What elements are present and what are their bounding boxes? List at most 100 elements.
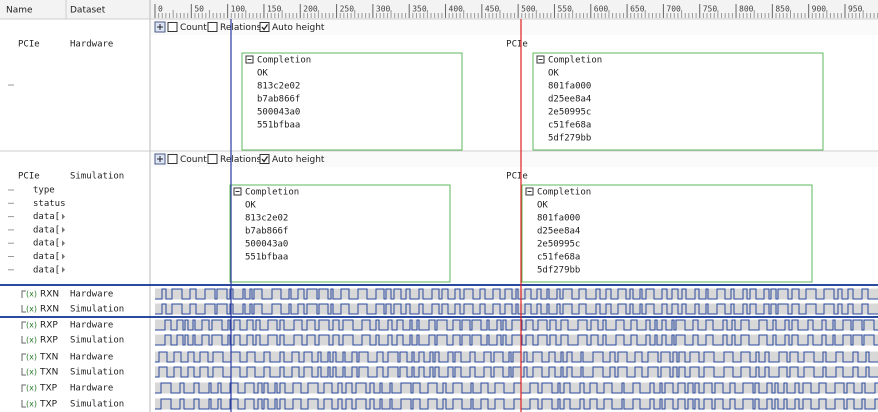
checkmark — [261, 156, 269, 163]
transaction-box[interactable] — [229, 184, 451, 283]
expand-icon — [157, 24, 163, 30]
transaction-title: Completion — [245, 188, 299, 198]
ruler-label: 550 — [557, 5, 572, 14]
signal-dataset: Simulation — [70, 368, 124, 378]
signal-icon: (x) — [26, 384, 37, 393]
waveform — [155, 382, 878, 394]
transaction-field: b7ab866f — [245, 227, 288, 237]
signal-name: RXN — [40, 290, 59, 300]
checkmark — [261, 24, 269, 31]
transaction-field: 2e50995c — [548, 108, 591, 118]
tree-bracket — [21, 353, 26, 361]
signal-name: TXP — [39, 384, 58, 394]
transaction-title: Completion — [537, 188, 591, 198]
ruler-label: 200 — [303, 5, 318, 14]
field-name: data[ — [33, 239, 60, 249]
tree-bracket — [21, 336, 26, 344]
tree-bracket — [21, 368, 26, 376]
transaction-field: d25ee8a4 — [537, 227, 580, 237]
signal-icon: (x) — [26, 321, 37, 330]
bus-label: PCIe — [506, 172, 528, 182]
expand-arrow[interactable] — [62, 226, 65, 233]
transaction-field: d25ee8a4 — [548, 95, 591, 105]
relations-label: Relations — [220, 155, 262, 165]
relations-label: Relations — [220, 23, 262, 33]
transaction-box[interactable] — [241, 52, 463, 151]
transaction-title: Completion — [548, 56, 602, 66]
checkbox[interactable] — [207, 154, 218, 164]
wave-background — [155, 398, 878, 410]
transaction-field: 2e50995c — [537, 240, 580, 250]
signal-icon: (x) — [26, 400, 37, 409]
row-dataset: Hardware — [70, 40, 113, 50]
wave-background — [155, 351, 878, 363]
ruler-label: 900 — [812, 5, 827, 14]
ruler-label: 600 — [594, 5, 609, 14]
transaction-field: 813c2e02 — [257, 82, 300, 92]
wave-background — [155, 334, 878, 346]
signal-dataset: Simulation — [70, 400, 124, 410]
signal-icon: (x) — [26, 353, 37, 362]
expand-arrow[interactable] — [62, 266, 65, 273]
expand-arrow[interactable] — [62, 253, 65, 260]
signal-name: TXN — [39, 353, 58, 363]
count-label: Count — [180, 23, 207, 33]
transaction-field: 551bfbaa — [245, 253, 288, 263]
signal-name: RXP — [40, 321, 58, 331]
transaction-field: 500043a0 — [245, 240, 288, 250]
tree-bracket — [21, 305, 26, 313]
expand-arrow[interactable] — [62, 240, 65, 247]
ruler-label: 650 — [630, 5, 645, 14]
ruler-label: 800 — [739, 5, 754, 14]
field-name: type — [33, 186, 55, 196]
transaction-field: 551bfbaa — [257, 121, 300, 131]
checkbox[interactable] — [259, 22, 270, 32]
checkbox[interactable] — [207, 22, 218, 32]
header-bar — [0, 0, 878, 19]
bus-label: PCIe — [506, 40, 528, 50]
transaction-box[interactable] — [532, 52, 824, 151]
ruler-label: 950 — [848, 5, 863, 14]
ruler-label: 700 — [666, 5, 681, 14]
checkbox[interactable] — [167, 154, 178, 164]
waveform — [155, 351, 878, 363]
tree-bracket — [21, 384, 26, 392]
field-name: data[ — [33, 212, 60, 222]
ruler-label: 350 — [412, 5, 427, 14]
signal-name: RXN — [40, 305, 59, 315]
expand-arrow[interactable] — [62, 213, 65, 220]
ruler-label: 750 — [703, 5, 718, 14]
auto-height-label: Auto height — [272, 155, 325, 165]
ruler-label: 100 — [231, 5, 246, 14]
checkbox[interactable] — [167, 22, 178, 32]
tree-bracket — [21, 290, 26, 298]
transaction-field: b7ab866f — [257, 95, 300, 105]
signal-dataset: Hardware — [70, 353, 113, 363]
waveform — [155, 319, 878, 331]
field-name: status — [33, 199, 66, 209]
tree-bracket — [21, 321, 26, 329]
expand-icon — [157, 156, 163, 162]
ruler-label: 250 — [340, 5, 355, 14]
transaction-field: 813c2e02 — [245, 214, 288, 224]
signal-dataset: Simulation — [70, 305, 124, 315]
ruler-label: 500 — [521, 5, 536, 14]
name-header[interactable]: Name — [6, 6, 33, 16]
auto-height-label: Auto height — [272, 23, 325, 33]
toolbar — [151, 152, 878, 167]
signal-name: TXN — [39, 368, 58, 378]
transaction-title: Completion — [257, 56, 311, 66]
signal-name: TXP — [39, 400, 58, 410]
transaction-field: 5df279bb — [548, 134, 591, 144]
transaction-box[interactable] — [521, 184, 813, 283]
dataset-header[interactable]: Dataset — [70, 6, 106, 16]
row-name: PCIe — [18, 40, 40, 50]
signal-name: RXP — [40, 336, 58, 346]
transaction-field: OK — [245, 201, 256, 211]
transaction-field: c51fe68a — [548, 121, 591, 131]
checkbox[interactable] — [259, 154, 270, 164]
row-name: PCIe — [18, 172, 40, 182]
ruler-label: 300 — [376, 5, 391, 14]
waveform — [155, 334, 878, 346]
